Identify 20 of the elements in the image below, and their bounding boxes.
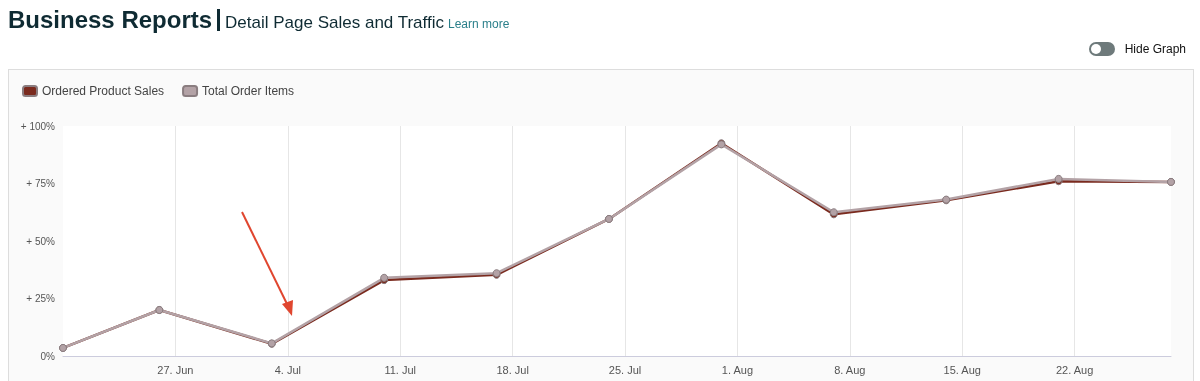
x-tick-label: 1. Aug [721, 363, 754, 376]
text: Learn more [448, 17, 510, 31]
y-tick-label: + 50% [26, 235, 56, 247]
chart-title: Business Reports [8, 6, 213, 33]
y-tick-label: + 75% [26, 178, 56, 189]
x-tick-label: 27. Jun [157, 363, 194, 376]
text: Hide Graph [1124, 42, 1186, 56]
x-tick-label: 8. Aug [834, 363, 866, 376]
legend-label: Total Order Items [202, 84, 295, 98]
x-tick-label: 22. Aug [1055, 363, 1094, 376]
y-tick-label: + 25% [26, 293, 56, 304]
y-tick-label: + 100% [20, 120, 56, 132]
x-tick-label: 4. Jul [274, 363, 301, 376]
x-tick-label: 25. Jul [608, 363, 642, 376]
chart-subtitle: Detail Page Sales and Traffic [225, 13, 444, 32]
x-tick-label: 15. Aug [943, 363, 981, 376]
x-tick-label: 11. Jul [384, 363, 417, 376]
y-tick-label: 0% [40, 350, 56, 362]
legend-label: Ordered Product Sales [42, 84, 165, 98]
x-tick-label: 18. Jul [496, 363, 529, 376]
